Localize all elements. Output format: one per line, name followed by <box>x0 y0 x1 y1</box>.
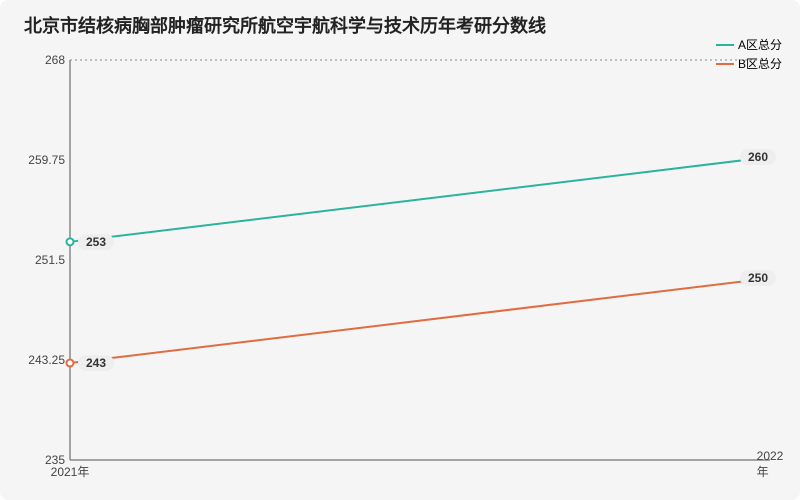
chart-title: 北京市结核病胸部肿瘤研究所航空宇航科学与技术历年考研分数线 <box>24 12 546 38</box>
x-tick-label: 2022年 <box>757 449 784 480</box>
value-label: 260 <box>740 149 776 165</box>
legend-swatch-a <box>716 44 734 46</box>
x-tick-label: 2021年 <box>51 463 90 480</box>
line-chart: 北京市结核病胸部肿瘤研究所航空宇航科学与技术历年考研分数线 A区总分 B区总分 … <box>0 0 800 500</box>
y-tick-label: 259.75 <box>10 153 65 167</box>
value-label: 243 <box>78 355 114 371</box>
plot-area: 235243.25251.5259.75268 2021年2022年 25326… <box>70 60 770 460</box>
plot-svg <box>70 60 770 460</box>
value-label: 253 <box>78 234 114 250</box>
legend-label-a: A区总分 <box>738 36 782 53</box>
y-tick-label: 243.25 <box>10 353 65 367</box>
legend-item-a: A区总分 <box>716 36 782 53</box>
y-tick-label: 268 <box>10 53 65 67</box>
value-label: 250 <box>740 270 776 286</box>
y-tick-label: 251.5 <box>10 253 65 267</box>
